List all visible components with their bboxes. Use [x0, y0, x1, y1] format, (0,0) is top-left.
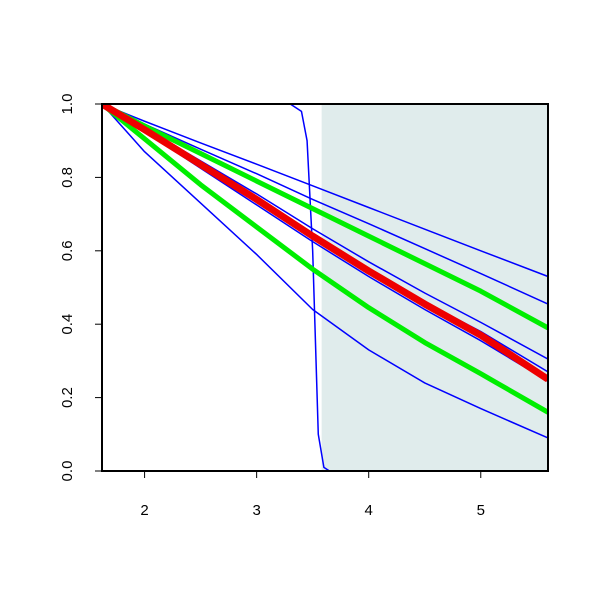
line: [102, 104, 548, 415]
y-tick-label: 0.8: [59, 167, 76, 188]
shaded-region: [321, 104, 548, 471]
y-tick-label: 0.6: [59, 240, 76, 261]
x-tick-label: 5: [477, 502, 485, 519]
y-tick-label: 0.2: [59, 387, 76, 408]
y-tick-label: 0.0: [59, 461, 76, 482]
line: [102, 104, 548, 383]
line: [102, 104, 548, 278]
x-tick-label: 2: [140, 502, 148, 519]
plot-frame: [101, 103, 549, 472]
y-tick-label: 1.0: [59, 94, 76, 115]
line: [102, 104, 548, 331]
x-tick-label: 3: [252, 502, 260, 519]
x-tick-label: 4: [365, 502, 373, 519]
line: [102, 104, 548, 471]
y-tick-label: 0.4: [59, 314, 76, 335]
line: [102, 104, 548, 439]
